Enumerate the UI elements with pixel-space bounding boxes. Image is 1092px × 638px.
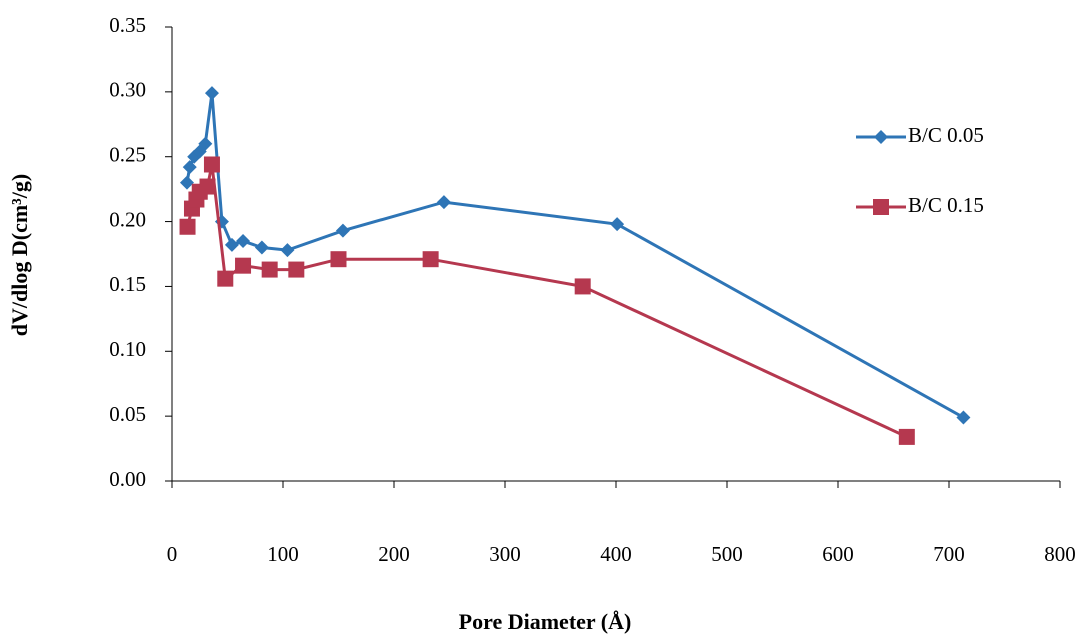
data-point [235, 258, 251, 274]
y-tick-label: 0.20 [109, 207, 146, 231]
x-tick-label: 400 [600, 542, 632, 566]
x-axis-title: Pore Diameter (Å) [459, 609, 632, 634]
y-tick-label: 0.05 [109, 402, 146, 426]
y-axis-title: dV/dlog D(cm³/g) [7, 174, 32, 336]
data-point [437, 195, 451, 209]
data-point [204, 156, 220, 172]
x-tick-label: 600 [822, 542, 854, 566]
data-point [262, 262, 278, 278]
data-point [217, 271, 233, 287]
x-tick-label: 800 [1044, 542, 1076, 566]
y-tick-label: 0.30 [109, 78, 146, 102]
legend-marker [873, 199, 889, 215]
data-point [225, 238, 239, 252]
data-point [575, 278, 591, 294]
legend-label: B/C 0.15 [908, 193, 984, 217]
data-point [956, 410, 970, 424]
y-tick-label: 0.25 [109, 143, 146, 167]
data-point [200, 179, 216, 195]
y-tick-label: 0.00 [109, 467, 146, 491]
x-tick-label: 100 [267, 542, 299, 566]
data-point [331, 251, 347, 267]
series-line [188, 164, 907, 436]
series-line [187, 93, 963, 417]
legend-marker [874, 130, 888, 144]
x-tick-label: 700 [933, 542, 965, 566]
x-tick-label: 300 [489, 542, 521, 566]
x-tick-label: 500 [711, 542, 743, 566]
chart: Pore Diameter (Å) dV/dlog D(cm³/g) 0.00 0… [0, 0, 1092, 638]
x-tick-label: 200 [378, 542, 410, 566]
data-point [423, 251, 439, 267]
data-point [288, 262, 304, 278]
data-point [280, 243, 294, 257]
data-point [205, 86, 219, 100]
data-point [610, 217, 624, 231]
y-tick-label: 0.35 [109, 13, 146, 37]
data-point [336, 224, 350, 238]
y-tick-label: 0.10 [109, 337, 146, 361]
x-tick-label: 0 [167, 542, 178, 566]
data-point [236, 234, 250, 248]
legend-label: B/C 0.05 [908, 123, 984, 147]
data-point [255, 241, 269, 255]
data-point [180, 219, 196, 235]
data-point [899, 429, 915, 445]
y-tick-label: 0.15 [109, 272, 146, 296]
